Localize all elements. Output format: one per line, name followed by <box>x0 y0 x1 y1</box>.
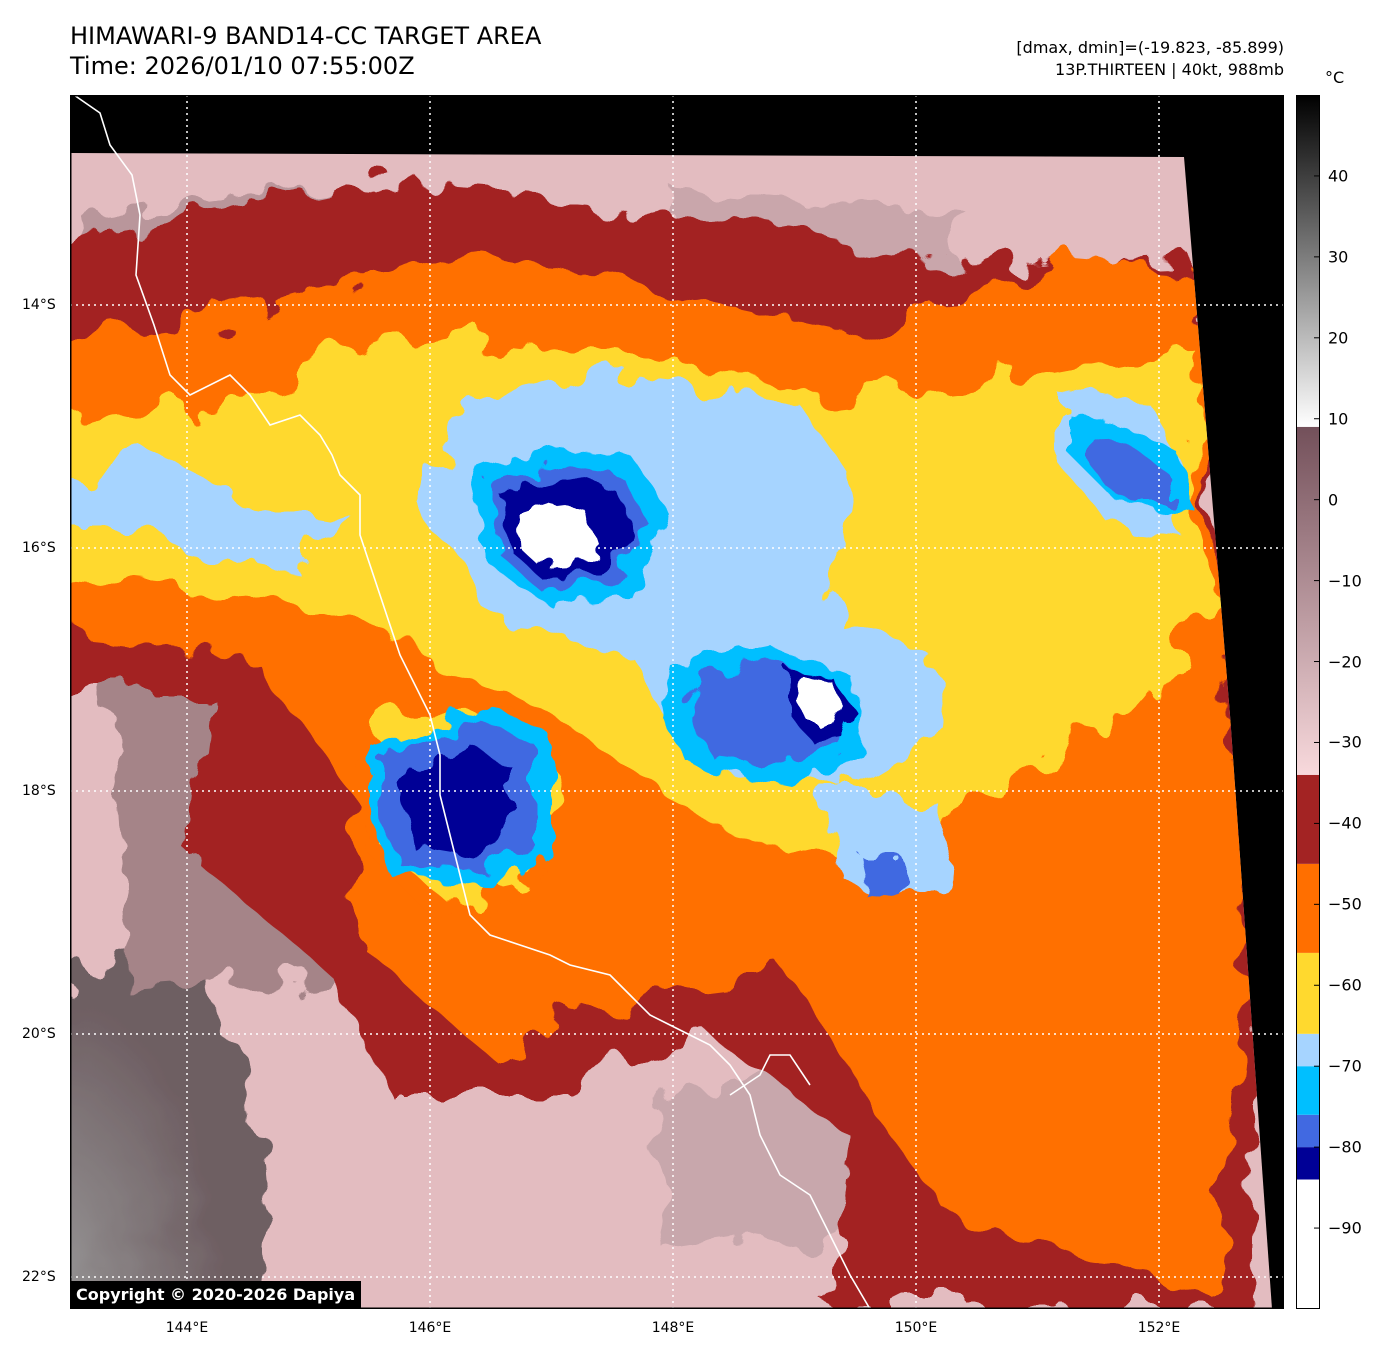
colorbar-tick-label: 40 <box>1328 166 1349 186</box>
colorbar-tick-label: −30 <box>1328 732 1362 752</box>
latitude-label: 18°S <box>22 783 56 799</box>
colorbar-segment <box>1296 95 1320 427</box>
latitude-label: 22°S <box>22 1269 56 1285</box>
colorbar-tick-label: −20 <box>1328 652 1362 672</box>
copyright-label: Copyright © 2020-2026 Dapiya <box>70 1281 362 1309</box>
satellite-map <box>70 95 1284 1309</box>
colorbar-segment <box>1296 1033 1320 1067</box>
colorbar-tick-label: −80 <box>1328 1137 1362 1157</box>
cloud-top-layers <box>70 185 1260 1309</box>
longitude-label: 150°E <box>894 1320 938 1336</box>
colorbar-tick-label: −50 <box>1328 894 1362 914</box>
colorbar-tick-label: −40 <box>1328 813 1362 833</box>
graticule <box>70 95 1284 1309</box>
chart-title: HIMAWARI-9 BAND14-CC TARGET AREA <box>70 22 542 50</box>
colorbar-segment <box>1296 426 1320 775</box>
cold-cloud-cores <box>370 415 1190 900</box>
longitude-label: 148°E <box>651 1320 695 1336</box>
longitude-label: 146°E <box>408 1320 452 1336</box>
colorbar-tick-label: −60 <box>1328 975 1362 995</box>
coastline <box>73 95 871 1309</box>
map-frame <box>70 95 1284 1309</box>
dmax-dmin-readout: [dmax, dmin]=(-19.823, -85.899) <box>1016 38 1284 57</box>
colorbar-frame <box>1296 95 1320 1309</box>
latitude-label: 16°S <box>22 540 56 556</box>
colorbar-unit: °C <box>1325 68 1345 87</box>
colorbar-tick-label: 10 <box>1328 409 1349 429</box>
latitude-label: 20°S <box>22 1026 56 1042</box>
colorbar-segment <box>1296 863 1320 953</box>
storm-info: 13P.THIRTEEN | 40kt, 988mb <box>1055 60 1284 79</box>
colorbar-segment <box>1296 952 1320 1034</box>
colorbar <box>1296 95 1320 1309</box>
colorbar-tick-label: 20 <box>1328 328 1349 348</box>
colorbar-segment <box>1296 1066 1320 1115</box>
chart-time: Time: 2026/01/10 07:55:00Z <box>70 52 415 80</box>
colorbar-segment <box>1296 1114 1320 1148</box>
colorbar-segment <box>1296 1147 1320 1180</box>
colorbar-tick-label: −70 <box>1328 1056 1362 1076</box>
colorbar-tick-label: −10 <box>1328 571 1362 591</box>
latitude-label: 14°S <box>22 297 56 313</box>
longitude-label: 152°E <box>1137 1320 1181 1336</box>
colorbar-tick-label: 0 <box>1328 490 1339 510</box>
colorbar-segment <box>1296 1179 1320 1309</box>
colorbar-segment <box>1296 774 1320 864</box>
colorbar-tick-label: −90 <box>1328 1218 1362 1238</box>
longitude-label: 144°E <box>165 1320 209 1336</box>
colorbar-tick-label: 30 <box>1328 247 1349 267</box>
